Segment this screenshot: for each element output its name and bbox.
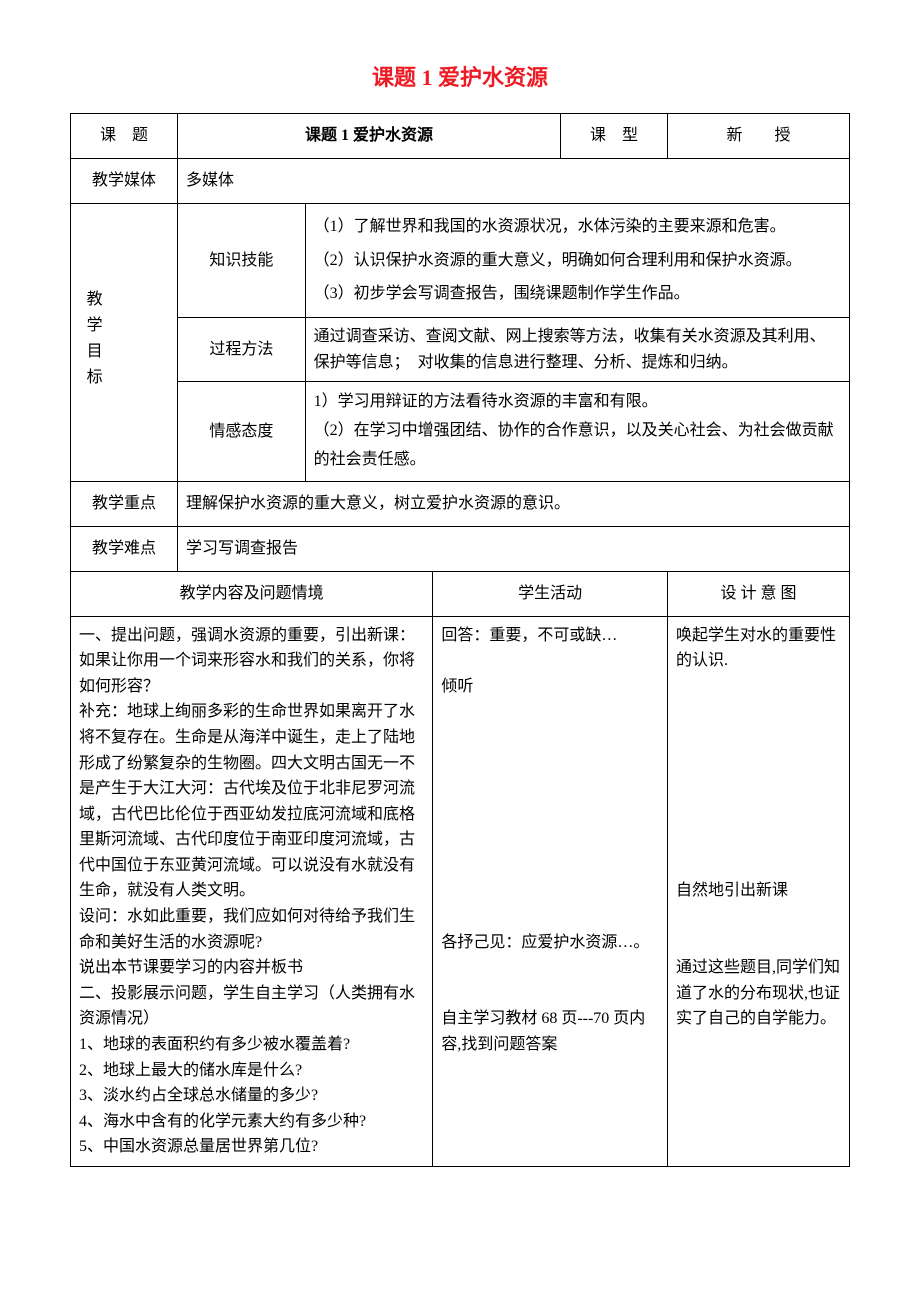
objective-attitude-label: 情感态度 bbox=[178, 382, 306, 481]
activity-content-cell: 一、提出问题，强调水资源的重要，引出新课： 如果让你用一个词来形容水和我们的关系… bbox=[71, 616, 433, 1166]
activity-col2-header: 学生活动 bbox=[433, 571, 668, 616]
lesson-plan-table: 课 题 课题 1 爱护水资源 课 型 新 授 教学媒体 多媒体 教学目标 知识技… bbox=[70, 113, 850, 1167]
doc-title: 课题 1 爱护水资源 bbox=[70, 60, 850, 95]
objective-process-label: 过程方法 bbox=[178, 317, 306, 381]
objectives-label: 教学目标 bbox=[79, 290, 105, 394]
topic-label: 课 题 bbox=[71, 114, 178, 159]
key-text: 理解保护水资源的重大意义，树立爱护水资源的意识。 bbox=[178, 481, 850, 526]
objective-knowledge-label: 知识技能 bbox=[178, 204, 306, 318]
topic-value: 课题 1 爱护水资源 bbox=[178, 114, 561, 159]
key-label: 教学重点 bbox=[71, 481, 178, 526]
class-type-label: 课 型 bbox=[561, 114, 668, 159]
media-value: 多媒体 bbox=[178, 159, 850, 204]
objective-attitude-text: 1）学习用辩证的方法看待水资源的丰富和有限。 （2）在学习中增强团结、协作的合作… bbox=[305, 382, 849, 481]
activity-col1-header: 教学内容及问题情境 bbox=[71, 571, 433, 616]
activity-student-cell: 回答：重要，不可或缺… 倾听 各抒己见：应爱护水资源…。 自主学习教材 68 页… bbox=[433, 616, 668, 1166]
objective-knowledge-text: （1）了解世界和我国的水资源状况，水体污染的主要来源和危害。 （2）认识保护水资… bbox=[305, 204, 849, 318]
class-type-value: 新 授 bbox=[668, 114, 850, 159]
objective-process-text: 通过调查采访、查阅文献、网上搜索等方法，收集有关水资源及其利用、保护等信息； 对… bbox=[305, 317, 849, 381]
diff-label: 教学难点 bbox=[71, 526, 178, 571]
activity-design-cell: 唤起学生对水的重要性的认识. 自然地引出新课 通过这些题目,同学们知道了水的分布… bbox=[668, 616, 850, 1166]
media-label: 教学媒体 bbox=[71, 159, 178, 204]
diff-text: 学习写调查报告 bbox=[178, 526, 850, 571]
objectives-label-cell: 教学目标 bbox=[71, 204, 178, 481]
activity-col3-header: 设 计 意 图 bbox=[668, 571, 850, 616]
